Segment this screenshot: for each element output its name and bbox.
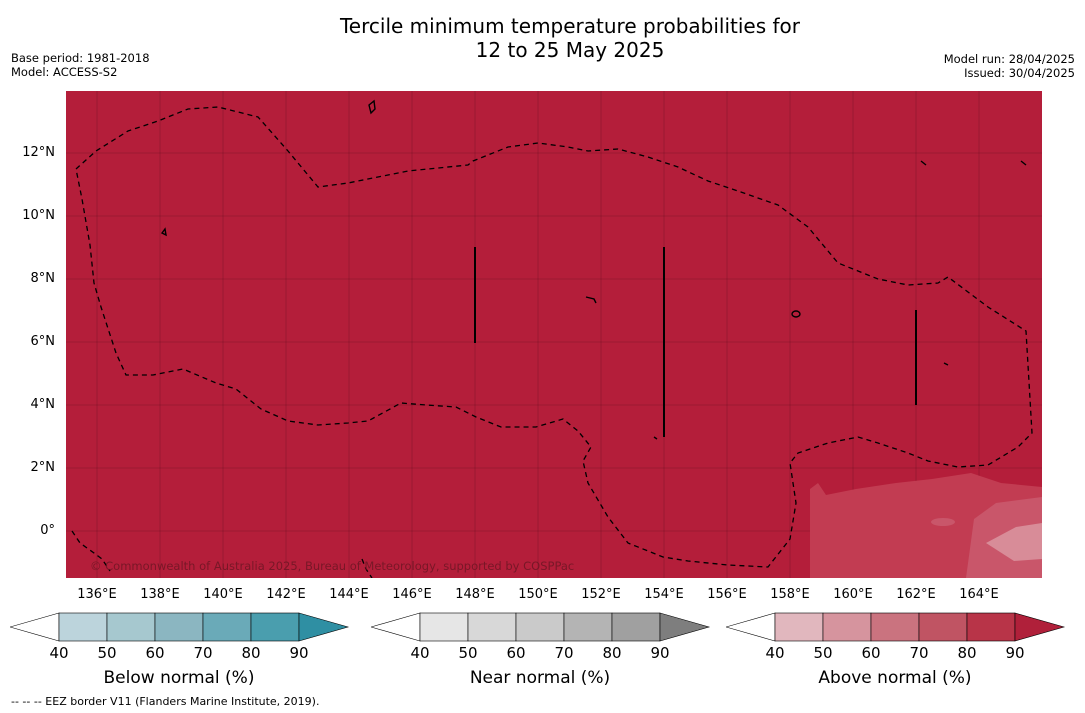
near-tick-80: 80 <box>602 644 622 662</box>
issued-text: Issued: 30/04/2025 <box>964 66 1075 80</box>
lon-label-148e: 148°E <box>455 587 495 602</box>
lon-label-160e: 160°E <box>833 587 873 602</box>
above-tick-80: 80 <box>957 644 977 662</box>
above-tick-50: 50 <box>813 644 833 662</box>
model-run-text: Model run: 28/04/2025 <box>943 52 1075 66</box>
near-normal-label: Near normal (%) <box>469 668 611 688</box>
above-bin-5 <box>966 612 1016 642</box>
near-normal-colorbar <box>371 612 711 642</box>
below-bin-1 <box>58 612 108 642</box>
below-tick-80: 80 <box>241 644 261 662</box>
below-tick-90: 90 <box>289 644 309 662</box>
lon-label-164e: 164°E <box>959 587 999 602</box>
below-bin-3 <box>154 612 204 642</box>
near-bin-4 <box>563 612 613 642</box>
model-text: Model: ACCESS-S2 <box>11 65 118 79</box>
near-tick-40: 40 <box>410 644 430 662</box>
map-canvas <box>66 91 1042 578</box>
lon-label-152e: 152°E <box>581 587 621 602</box>
above-tick-60: 60 <box>861 644 881 662</box>
probability-map[interactable]: © Commonwealth of Australia 2025, Bureau… <box>66 91 1042 578</box>
below-bin-5 <box>250 612 300 642</box>
above-normal-label: Above normal (%) <box>818 668 972 688</box>
near-bin-3 <box>515 612 565 642</box>
above-tick-90: 90 <box>1005 644 1025 662</box>
map-title: Tercile minimum temperature probabilitie… <box>0 14 1085 62</box>
below-bin-0 <box>10 612 60 642</box>
lat-label-10n: 10°N <box>22 208 55 223</box>
below-bin-6 <box>298 612 350 642</box>
above-bin-3 <box>870 612 920 642</box>
lat-label-2n: 2°N <box>30 460 56 475</box>
lat-label-12n: 12°N <box>22 145 55 160</box>
base-period-text: Base period: 1981-2018 <box>11 51 150 65</box>
near-bin-6 <box>659 612 711 642</box>
lon-label-136e: 136°E <box>77 587 117 602</box>
eez-border-note: -- -- -- EEZ border V11 (Flanders Marine… <box>11 695 320 708</box>
above-tick-70: 70 <box>909 644 929 662</box>
lat-label-8n: 8°N <box>30 271 56 286</box>
below-normal-label: Below normal (%) <box>103 668 255 688</box>
above-normal-colorbar <box>726 612 1066 642</box>
lon-label-146e: 146°E <box>392 587 432 602</box>
eez-borders <box>71 106 1033 578</box>
below-bin-2 <box>106 612 156 642</box>
run-info-right: Model run: 28/04/2025 Issued: 30/04/2025 <box>944 52 1075 80</box>
lat-label-0: 0° <box>40 523 55 538</box>
near-tick-50: 50 <box>458 644 478 662</box>
lon-label-154e: 154°E <box>644 587 684 602</box>
above-bin-1 <box>774 612 824 642</box>
lon-label-150e: 150°E <box>518 587 558 602</box>
lon-label-156e: 156°E <box>707 587 747 602</box>
lon-label-142e: 142°E <box>266 587 306 602</box>
near-tick-90: 90 <box>650 644 670 662</box>
below-bin-4 <box>202 612 252 642</box>
above-bin-6 <box>1014 612 1066 642</box>
above-bin-4 <box>918 612 968 642</box>
islands <box>160 99 1027 440</box>
near-bin-1 <box>419 612 469 642</box>
title-line-2: 12 to 25 May 2025 <box>475 38 665 62</box>
lon-label-158e: 158°E <box>770 587 810 602</box>
run-info-left: Base period: 1981-2018 Model: ACCESS-S2 <box>11 51 150 79</box>
lon-label-162e: 162°E <box>896 587 936 602</box>
below-normal-colorbar <box>10 612 350 642</box>
copyright-text: © Commonwealth of Australia 2025, Bureau… <box>90 559 575 573</box>
below-tick-40: 40 <box>49 644 69 662</box>
above-normal-50-60-region <box>986 523 1042 561</box>
below-tick-60: 60 <box>145 644 165 662</box>
above-tick-40: 40 <box>765 644 785 662</box>
meridian-markers <box>474 247 917 437</box>
lon-label-144e: 144°E <box>329 587 369 602</box>
below-tick-70: 70 <box>193 644 213 662</box>
above-normal-patch <box>931 518 955 526</box>
title-line-1: Tercile minimum temperature probabilitie… <box>339 14 801 38</box>
below-tick-50: 50 <box>97 644 117 662</box>
near-bin-5 <box>611 612 661 642</box>
lon-label-140e: 140°E <box>203 587 243 602</box>
above-bin-2 <box>822 612 872 642</box>
lat-label-6n: 6°N <box>30 334 56 349</box>
near-tick-60: 60 <box>506 644 526 662</box>
lat-label-4n: 4°N <box>30 397 56 412</box>
near-bin-2 <box>467 612 517 642</box>
lon-label-138e: 138°E <box>140 587 180 602</box>
near-bin-0 <box>371 612 421 642</box>
above-bin-0 <box>726 612 776 642</box>
near-tick-70: 70 <box>554 644 574 662</box>
